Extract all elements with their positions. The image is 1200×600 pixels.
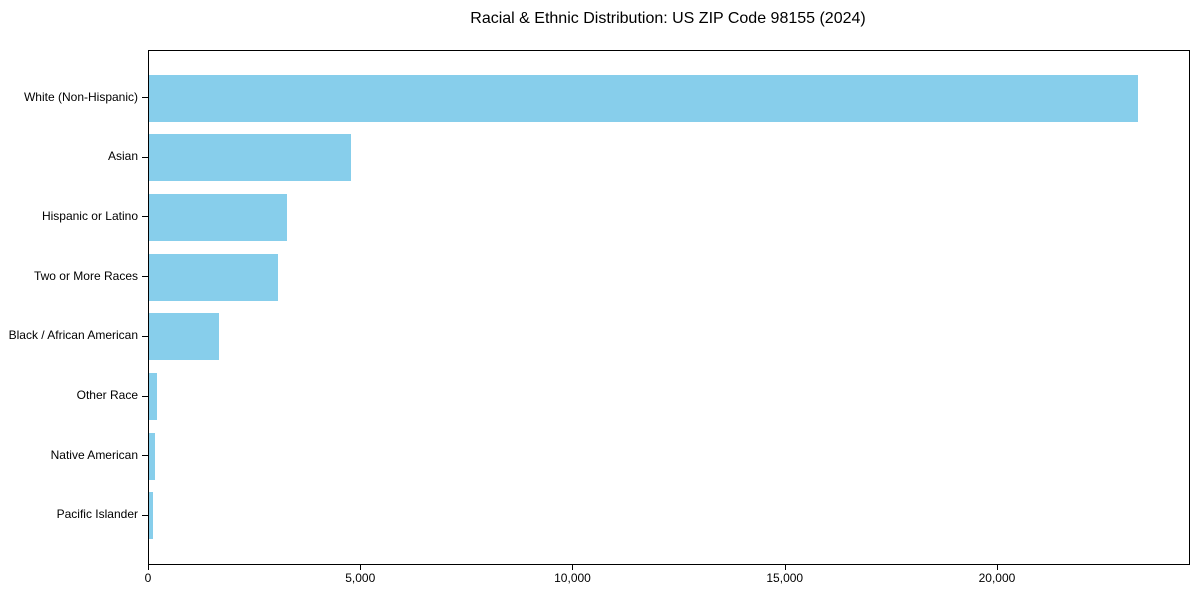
x-tick-label: 15,000	[766, 571, 804, 585]
x-tick	[784, 564, 786, 570]
bar	[149, 492, 154, 540]
bar	[149, 253, 279, 301]
bar	[149, 313, 220, 361]
y-tick	[142, 395, 148, 397]
x-tick-label: 10,000	[554, 571, 591, 585]
y-tick	[142, 216, 148, 218]
bar	[149, 193, 287, 241]
y-axis-label: Black / African American	[8, 328, 138, 343]
y-axis-label: Two or More Races	[33, 268, 138, 283]
x-tick	[148, 564, 149, 570]
x-tick	[360, 564, 362, 570]
bar	[149, 134, 351, 182]
y-tick	[142, 335, 148, 337]
x-tick-label: 20,000	[978, 571, 1016, 585]
bar	[149, 373, 158, 421]
chart-title: Racial & Ethnic Distribution: US ZIP Cod…	[470, 10, 866, 27]
bar	[149, 432, 156, 480]
x-tick-label: 5,000	[345, 571, 376, 585]
y-tick	[142, 97, 148, 98]
y-tick	[142, 514, 148, 516]
y-tick	[142, 455, 148, 457]
y-axis-label: Native American	[50, 447, 138, 462]
x-tick-label: 0	[144, 571, 152, 585]
plot-area	[148, 50, 1190, 565]
y-tick	[142, 156, 148, 158]
y-tick	[142, 276, 148, 278]
x-tick	[572, 564, 574, 570]
y-axis-label: White (Non-Hispanic)	[23, 89, 138, 104]
bar	[149, 74, 1139, 122]
y-axis-label: Asian	[107, 149, 138, 164]
x-tick	[996, 564, 998, 570]
y-axis-label: Other Race	[76, 388, 138, 403]
y-axis-label: Pacific Islander	[56, 507, 138, 522]
y-axis-label: Hispanic or Latino	[41, 208, 138, 223]
